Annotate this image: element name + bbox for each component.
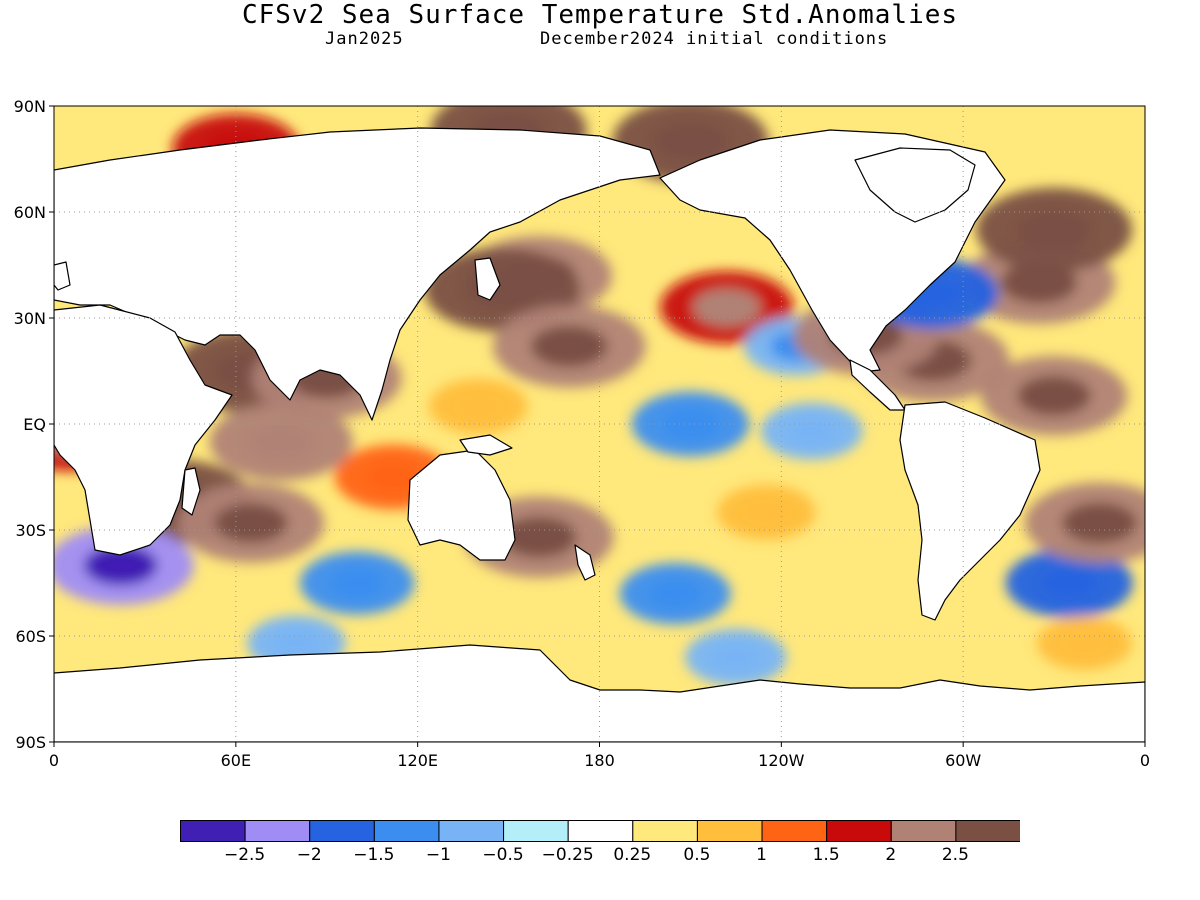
- colorbar-bin: [503, 820, 569, 842]
- landmass-uk: [54, 261, 71, 291]
- colorbar-label: −2.5: [223, 845, 266, 865]
- landmass-antarctica: [54, 644, 1145, 742]
- lon-tick-label: 120W: [758, 751, 805, 770]
- colorbar-bin: [567, 820, 634, 842]
- lat-tick-label: EQ: [23, 415, 46, 434]
- colorbar-bin: [696, 820, 763, 842]
- colorbar-label: −1: [425, 845, 451, 865]
- colorbar-label: 0.25: [613, 845, 652, 865]
- anomaly-core: [84, 545, 158, 586]
- lon-tick-label: 0: [49, 751, 59, 770]
- anomaly-core: [651, 120, 730, 163]
- landmass-europe-asia: [54, 127, 661, 421]
- anomaly-core: [661, 407, 720, 441]
- colorbar-label: −1.5: [353, 845, 395, 865]
- landmass-greenland: [854, 147, 976, 223]
- lat-tick-label: 60N: [14, 203, 46, 222]
- anomaly-core: [1060, 629, 1109, 657]
- colorbar-bin: [438, 820, 505, 842]
- anomaly-core: [501, 516, 577, 558]
- colorbar-bin: [180, 820, 246, 842]
- anomaly-core: [245, 422, 318, 462]
- landmass-madagascar: [181, 467, 201, 516]
- colorbar-label: 1: [756, 845, 767, 865]
- anomaly-core: [271, 629, 322, 657]
- lat-tick-label: 90N: [14, 97, 46, 116]
- lon-tick-label: 60E: [221, 751, 251, 770]
- lon-tick-label: 180: [584, 751, 615, 770]
- colorbar-labels: −2.5 −2 −1.5 −1 −0.5 −0.25 0.25 0.5 1 1.5 2 2.5: [0, 845, 1200, 869]
- anomaly-core: [1015, 208, 1094, 251]
- landmass-south-america: [899, 401, 1041, 621]
- colorbar-bin: [309, 820, 375, 842]
- anomaly-core: [1062, 502, 1137, 544]
- anomaly-core: [693, 289, 761, 326]
- initial-conditions: December2024 initial conditions: [540, 29, 889, 49]
- colorbar-label: −2: [296, 845, 322, 865]
- colorbar-label: 2: [885, 845, 897, 865]
- lon-tick-label: 120E: [397, 751, 438, 770]
- colorbar-bin: [890, 820, 957, 842]
- lat-tick-label: 30S: [15, 521, 46, 540]
- anomaly-core: [328, 567, 386, 599]
- lon-tick-label: 0: [1140, 751, 1150, 770]
- colorbar-bin: [244, 820, 311, 842]
- colorbar-bin: [761, 820, 828, 842]
- lat-tick-label: 90S: [15, 733, 46, 752]
- colorbar-bin: [632, 820, 698, 842]
- anomaly-core: [741, 498, 791, 527]
- graticule: [54, 106, 1145, 742]
- anomaly-core: [1037, 565, 1102, 601]
- anomaly-core: [710, 643, 762, 672]
- anomaly-core: [463, 268, 542, 311]
- anomaly-core: [530, 325, 608, 367]
- lat-tick-label: 60S: [15, 627, 46, 646]
- landmass-central-america: [849, 359, 906, 411]
- lon-tick-label: 60W: [945, 751, 981, 770]
- chart-title: CFSv2 Sea Surface Temperature Std.Anomal…: [241, 0, 959, 30]
- landmass-japan: [474, 257, 501, 301]
- anomaly-core: [1017, 375, 1091, 416]
- colorbar: [180, 820, 1020, 842]
- colorbar-label: 0.5: [683, 845, 711, 865]
- anomaly-core: [1000, 262, 1078, 304]
- landmass-new-zealand: [574, 544, 596, 581]
- valid-period: Jan2025: [325, 29, 404, 49]
- landmass-new-guinea: [459, 434, 513, 456]
- anomaly-core: [214, 503, 288, 543]
- anomaly-core: [364, 460, 423, 494]
- colorbar-label: 1.5: [812, 845, 840, 865]
- anomaly-core: [647, 578, 704, 609]
- colorbar-bin: [955, 820, 1020, 842]
- anomaly-core: [786, 416, 838, 446]
- anomaly-core: [453, 392, 503, 421]
- colorbar-label: −0.5: [482, 845, 524, 865]
- lat-tick-label: 30N: [14, 309, 46, 328]
- colorbar-bin: [373, 820, 440, 842]
- colorbar-label: −0.25: [541, 845, 594, 865]
- colorbar-label: 2.5: [941, 845, 969, 865]
- colorbar-bin: [826, 820, 892, 842]
- landmass-africa: [54, 304, 233, 556]
- land-masses: [54, 127, 1145, 742]
